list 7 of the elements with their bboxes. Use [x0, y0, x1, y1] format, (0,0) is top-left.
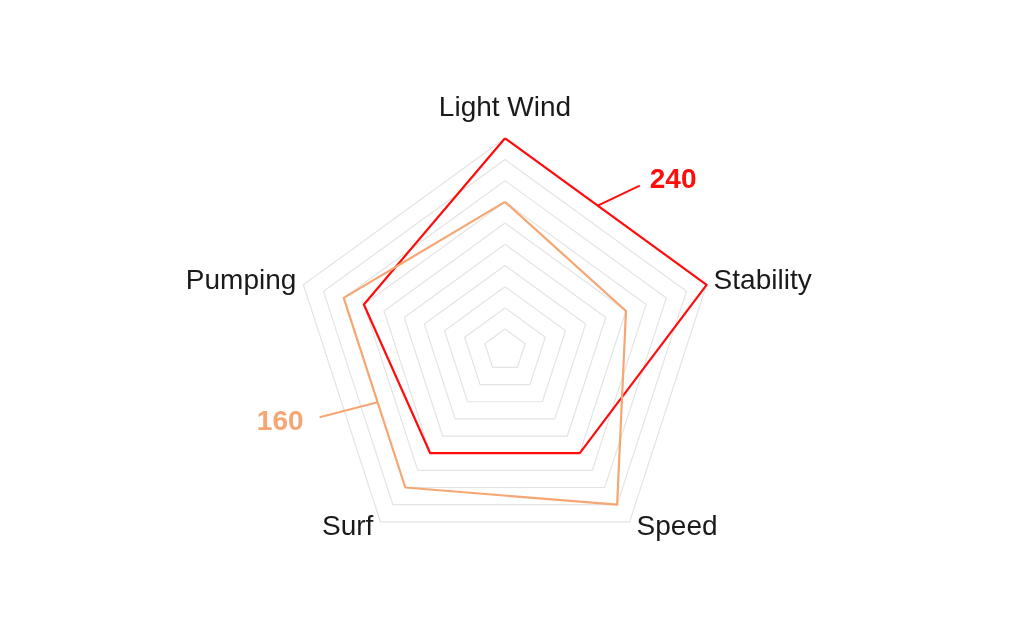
spoke-label: Speed: [636, 509, 718, 541]
spoke-label: Light Wind: [438, 91, 572, 123]
legend-label: 240: [649, 162, 697, 194]
spoke-label: Surf: [322, 509, 374, 541]
spoke-label: Stability: [713, 263, 812, 295]
spoke-label: Pumping: [185, 263, 297, 295]
text: 160: [256, 405, 304, 437]
